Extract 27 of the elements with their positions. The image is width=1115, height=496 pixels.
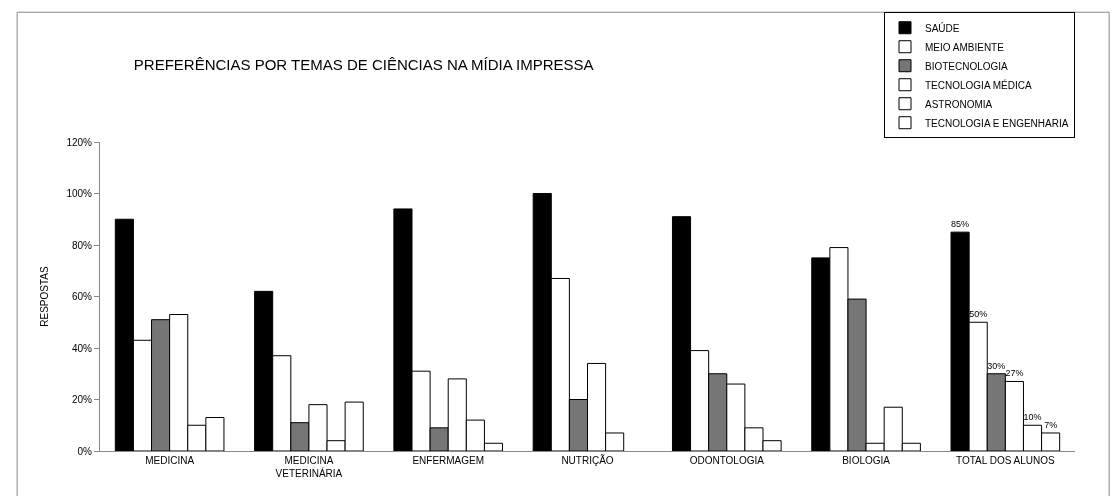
y-tick-label: 0%	[77, 445, 93, 457]
data-label: 27%	[1005, 368, 1024, 379]
x-tick-label: ODONTOLOGIA	[689, 455, 765, 466]
legend-label: SAÚDE	[925, 21, 960, 34]
x-tick-label: BIOLOGIA	[842, 455, 891, 466]
y-tick-label: 60%	[71, 291, 93, 302]
y-tick-label: 120%	[66, 136, 93, 148]
chart-title: PREFERÊNCIAS POR TEMAS DE CIÊNCIAS NA MÍDIA IMPRESSA	[133, 56, 594, 74]
y-tick-label: 20%	[71, 394, 93, 405]
y-tick-label: 100%	[66, 188, 93, 199]
y-axis-title: RESPOSTAS	[39, 265, 51, 327]
data-label: 7%	[1044, 419, 1058, 430]
x-tick-label: MEDICINA VETERINÁRIA	[275, 455, 343, 479]
legend-label: TECNOLOGIA E ENGENHARIA	[925, 117, 1069, 129]
data-label: 50%	[969, 309, 988, 320]
x-tick-label: NUTRIÇÃO	[561, 454, 614, 466]
x-tick-label: TOTAL DOS ALUNOS	[955, 455, 1056, 466]
data-label: 10%	[1023, 412, 1042, 423]
legend-label: BIOTECNOLOGIA	[925, 60, 1009, 72]
y-tick-label: 40%	[71, 342, 93, 354]
y-tick-label: 80%	[71, 239, 93, 251]
x-tick-label: MEDICINA	[145, 455, 195, 466]
legend-label: TECNOLOGIA MÉDICA	[925, 78, 1033, 91]
legend-label: ASTRONOMIA	[925, 98, 993, 110]
x-tick-label: ENFERMAGEM	[412, 455, 485, 466]
legend-label: MEIO AMBIENTE	[925, 41, 1005, 53]
data-label: 85%	[951, 219, 970, 230]
